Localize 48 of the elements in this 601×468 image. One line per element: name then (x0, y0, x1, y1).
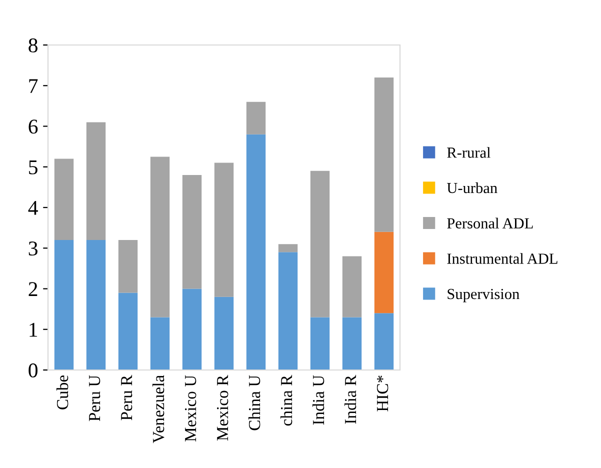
bar (182, 175, 202, 289)
bar (246, 102, 266, 134)
bar (342, 317, 362, 370)
y-tick-label: 0 (28, 363, 38, 378)
bar (374, 232, 394, 314)
y-tick-label: 2 (28, 282, 38, 296)
bar (182, 288, 202, 370)
bar (342, 256, 362, 318)
y-tick-label: 4 (28, 201, 38, 215)
legend-label: R-rural (447, 147, 490, 158)
y-tick-label: 7 (29, 79, 38, 93)
y-tick-label: 1 (30, 322, 38, 337)
x-tick-label: Peru R (121, 374, 132, 420)
legend-label: U-urban (446, 182, 498, 194)
bar (214, 296, 234, 370)
legend-label: Instrumental ADL (447, 253, 558, 264)
bar (150, 317, 170, 370)
bar (310, 317, 330, 370)
y-tick-label: 6 (28, 120, 38, 134)
bar (86, 240, 106, 370)
y-tick-label: 5 (29, 160, 38, 174)
x-tick-label: India R (344, 374, 356, 424)
bar (374, 313, 394, 370)
bar (278, 244, 298, 252)
bar (214, 162, 234, 297)
x-tick-label: Venezuela (152, 375, 164, 444)
bar (54, 158, 74, 240)
x-tick-label: china R (280, 374, 292, 426)
bar (118, 240, 138, 293)
x-tick-label: Mexico U (184, 375, 196, 442)
x-tick-label: China U (248, 375, 260, 430)
bar (246, 134, 266, 370)
bar (374, 78, 394, 232)
x-tick-label: Cube (56, 375, 68, 410)
bar (118, 292, 138, 370)
x-tick-label: Mexico R (216, 374, 228, 441)
bar (150, 156, 170, 318)
x-tick-label: HIC* (376, 376, 388, 412)
bar (310, 170, 330, 318)
bar (54, 240, 74, 370)
y-tick-label: 8 (28, 38, 38, 52)
legend-label: Supervision (448, 288, 520, 302)
bar (278, 252, 298, 370)
x-tick-label: Peru U (89, 375, 100, 422)
bar (86, 122, 106, 240)
x-tick-label: India U (312, 375, 324, 425)
legend-label: Personal ADL (447, 218, 533, 229)
y-tick-label: 3 (28, 242, 38, 256)
